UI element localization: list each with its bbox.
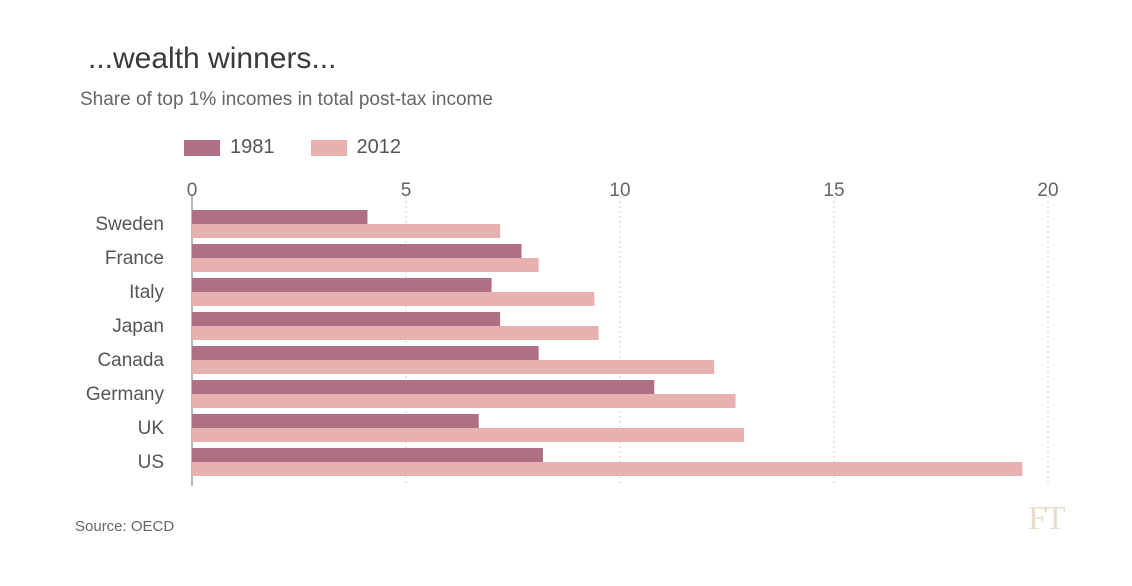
legend-item-1981: 1981 <box>184 136 275 159</box>
x-tick-label: 20 <box>1037 180 1058 201</box>
chart-subtitle: Share of top 1% incomes in total post-ta… <box>80 89 493 110</box>
legend-item-2012: 2012 <box>310 136 402 159</box>
bar-1981 <box>192 244 522 258</box>
category-label: US <box>138 452 164 473</box>
legend-label-2012: 2012 <box>356 136 402 158</box>
category-label: France <box>105 248 164 269</box>
chart-title: ...wealth winners... <box>88 42 337 75</box>
bar-2012 <box>192 258 539 272</box>
legend-swatch-2012 <box>310 139 347 156</box>
category-label: Japan <box>112 316 164 337</box>
category-label: Sweden <box>95 214 164 235</box>
bar-1981 <box>192 312 501 326</box>
bar-1981 <box>192 346 539 360</box>
category-label: UK <box>138 418 165 439</box>
legend: 1981 2012 <box>184 136 437 159</box>
bar-1981 <box>192 380 655 394</box>
category-label: Canada <box>97 350 164 371</box>
x-tick-label: 10 <box>609 180 630 201</box>
x-tick-label: 5 <box>401 180 412 201</box>
bar-2012 <box>192 360 715 374</box>
bar-2012 <box>192 462 1023 476</box>
bar-2012 <box>192 326 599 340</box>
bar-2012 <box>192 292 595 306</box>
legend-swatch-1981 <box>184 139 220 156</box>
source-note: Source: OECD <box>75 518 175 535</box>
x-tick-label: 15 <box>823 180 844 201</box>
category-label: Germany <box>86 384 165 405</box>
bar-1981 <box>192 448 543 462</box>
bar-1981 <box>192 210 368 224</box>
bar-2012 <box>192 224 501 238</box>
bar-1981 <box>192 414 479 428</box>
bar-2012 <box>192 394 736 408</box>
bar-2012 <box>192 428 745 442</box>
ft-logo: FT <box>1028 500 1066 537</box>
bar-1981 <box>192 278 492 292</box>
legend-label-1981: 1981 <box>230 136 275 158</box>
x-tick-label: 0 <box>187 180 198 201</box>
category-label: Italy <box>129 282 164 303</box>
